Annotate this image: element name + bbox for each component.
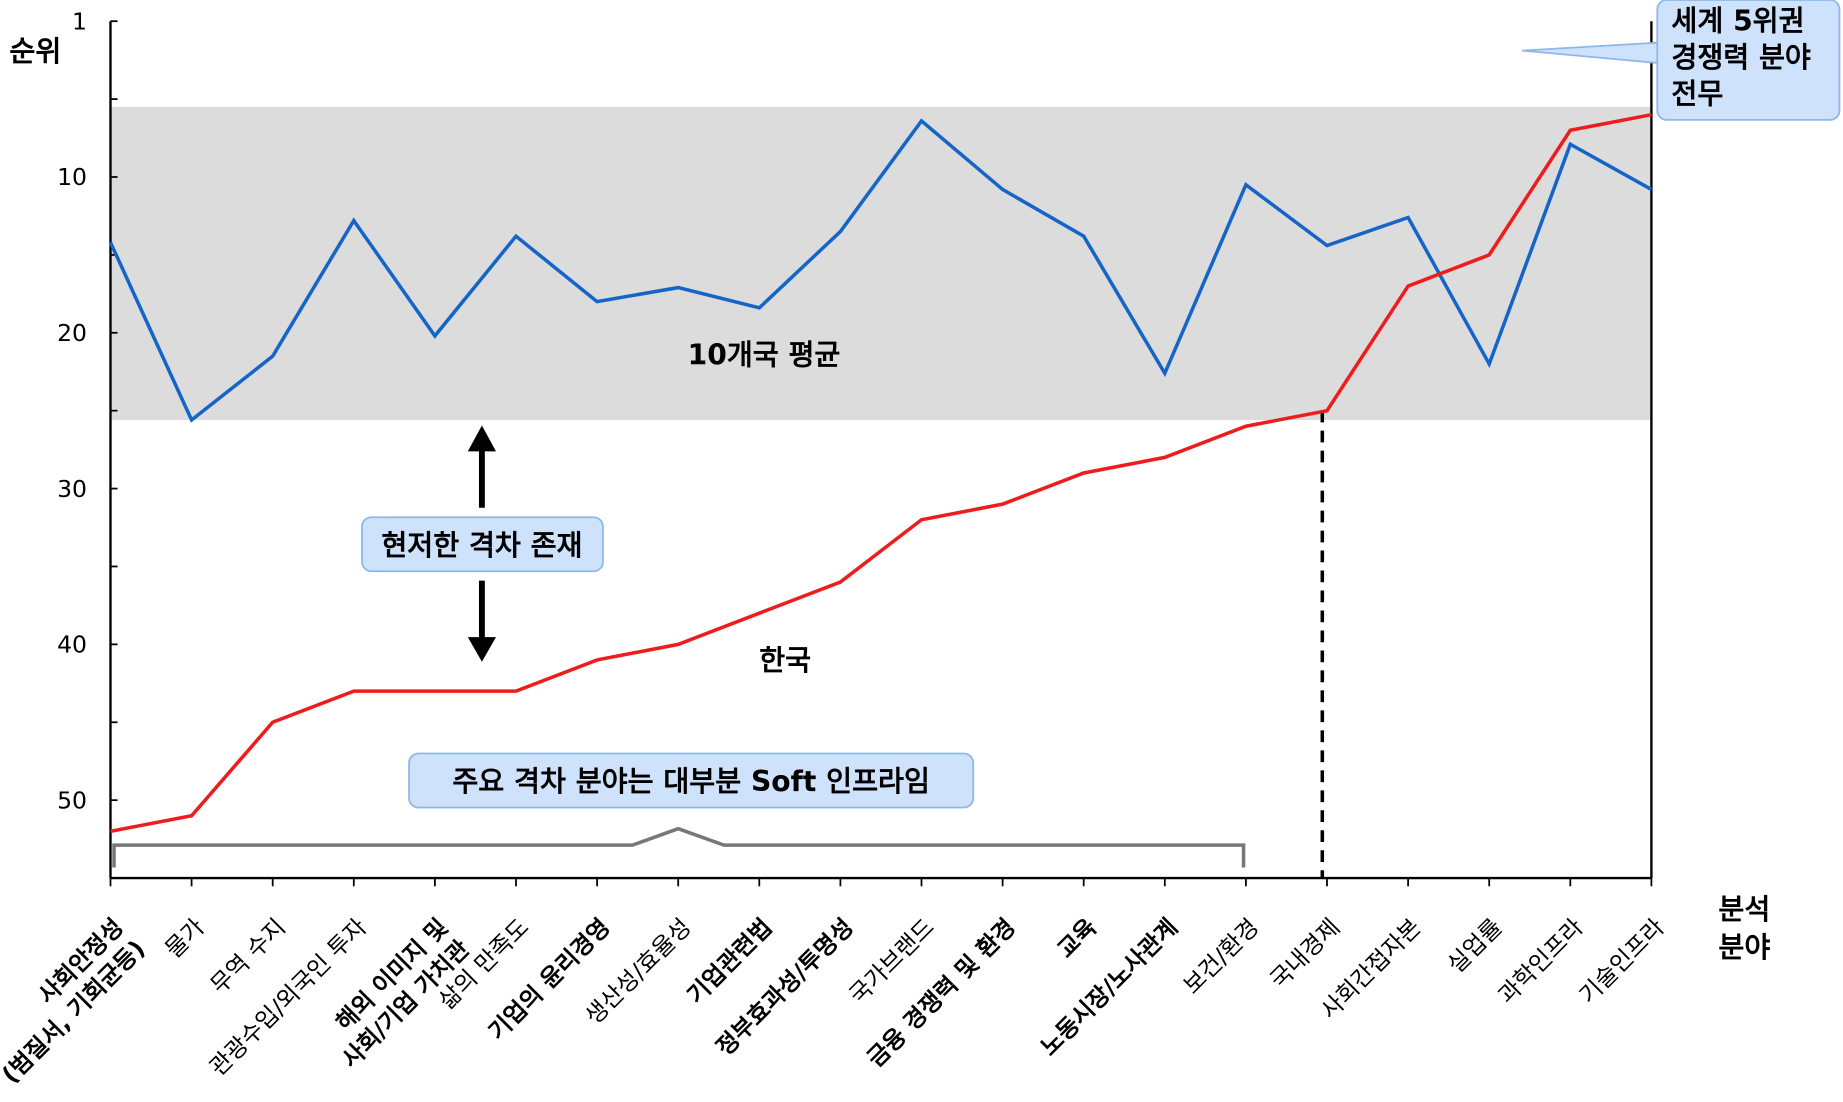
x-tick-label-line: 물가 [160, 913, 210, 963]
x-tick-label-line: 정부효과성/투명성 [711, 913, 859, 1061]
x-tick-label-line: 금융 경쟁력 및 환경 [861, 913, 1020, 1072]
y-tick-label: 1 [72, 7, 87, 35]
arrow-head [467, 425, 497, 452]
x-tick-label-line: 국내경제 [1264, 913, 1345, 994]
x-tick-label: 사회안정성(범질서, 기회균등) [0, 913, 150, 1089]
soft-callout [408, 752, 975, 809]
top5-callout [1656, 0, 1841, 121]
annotation: 현저한 격차 존재 [381, 529, 582, 562]
x-tick-label: 국내경제 [1264, 913, 1345, 994]
gap-callout [361, 516, 604, 573]
x-tick-label-line: 실업률 [1442, 913, 1508, 979]
series-line [108, 118, 1653, 423]
x-tick-label: 정부효과성/투명성 [711, 913, 859, 1061]
x-tick-label: 교육 [1052, 913, 1102, 963]
x-tick-label-line: 기술인프라 [1574, 913, 1670, 1009]
annotation-line: 경쟁력 분야 [1671, 41, 1811, 74]
annotation-line: 세계 5위권 [1671, 5, 1804, 38]
y-tick-label: 40 [57, 631, 87, 659]
y-axis-label: 순위 [9, 35, 61, 68]
x-tick-label-line: 교육 [1052, 913, 1102, 963]
annotation: 주요 격차 분야는 대부분 Soft 인프라임 [452, 765, 930, 798]
pointer-cover [1658, 43, 1664, 63]
arrow-head [467, 637, 497, 662]
annotation-line: 전무 [1671, 77, 1723, 110]
x-tick-label: 과학인프라 [1492, 913, 1588, 1009]
y-tick-label: 30 [57, 475, 87, 503]
y-tick-label: 50 [57, 786, 87, 814]
average-band [110, 106, 1652, 421]
annotation: 세계 5위권 경쟁력 분야 전무 [1671, 5, 1811, 111]
x-tick-label: 금융 경쟁력 및 환경 [861, 913, 1020, 1072]
callout-pointer [1522, 41, 1665, 65]
series-label: 10개국 평균 [688, 338, 841, 371]
x-tick-label-line: 보건/환경 [1178, 913, 1265, 1000]
y-tick-label: 20 [57, 319, 87, 347]
x-tick-label-line: 노동시장/노사관계 [1035, 913, 1183, 1061]
x-tick-label: 기술인프라 [1574, 913, 1670, 1009]
x-tick-label: 보건/환경 [1178, 913, 1265, 1000]
x-axis-label: 분석 분야 [1718, 893, 1770, 964]
x-tick-label-line: 과학인프라 [1492, 913, 1588, 1009]
x-tick-label: 노동시장/노사관계 [1035, 913, 1183, 1061]
series-line [110, 112, 1652, 834]
x-tick-label: 물가 [160, 913, 210, 963]
x-tick-label: 실업률 [1442, 913, 1508, 979]
series-label: 한국 [759, 644, 811, 677]
bracket [112, 826, 1246, 868]
y-tick-label: 10 [57, 163, 87, 191]
